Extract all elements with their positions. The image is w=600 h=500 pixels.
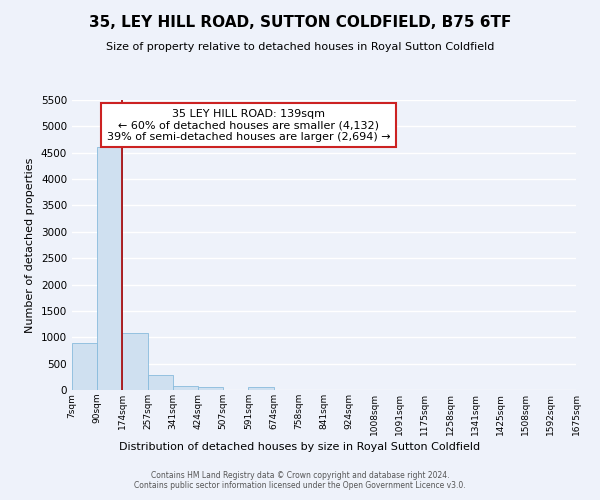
Bar [248,388,274,390]
Bar [97,148,122,390]
Bar [72,342,97,390]
Bar [122,333,148,390]
Bar [173,386,198,390]
Text: Size of property relative to detached houses in Royal Sutton Coldfield: Size of property relative to detached ho… [106,42,494,52]
Y-axis label: Number of detached properties: Number of detached properties [25,158,35,332]
Text: Distribution of detached houses by size in Royal Sutton Coldfield: Distribution of detached houses by size … [119,442,481,452]
Text: Contains HM Land Registry data © Crown copyright and database right 2024.
Contai: Contains HM Land Registry data © Crown c… [134,470,466,490]
Text: 35, LEY HILL ROAD, SUTTON COLDFIELD, B75 6TF: 35, LEY HILL ROAD, SUTTON COLDFIELD, B75… [89,15,511,30]
Text: 35 LEY HILL ROAD: 139sqm
← 60% of detached houses are smaller (4,132)
39% of sem: 35 LEY HILL ROAD: 139sqm ← 60% of detach… [107,108,390,142]
Bar [198,386,223,390]
Bar [148,374,173,390]
